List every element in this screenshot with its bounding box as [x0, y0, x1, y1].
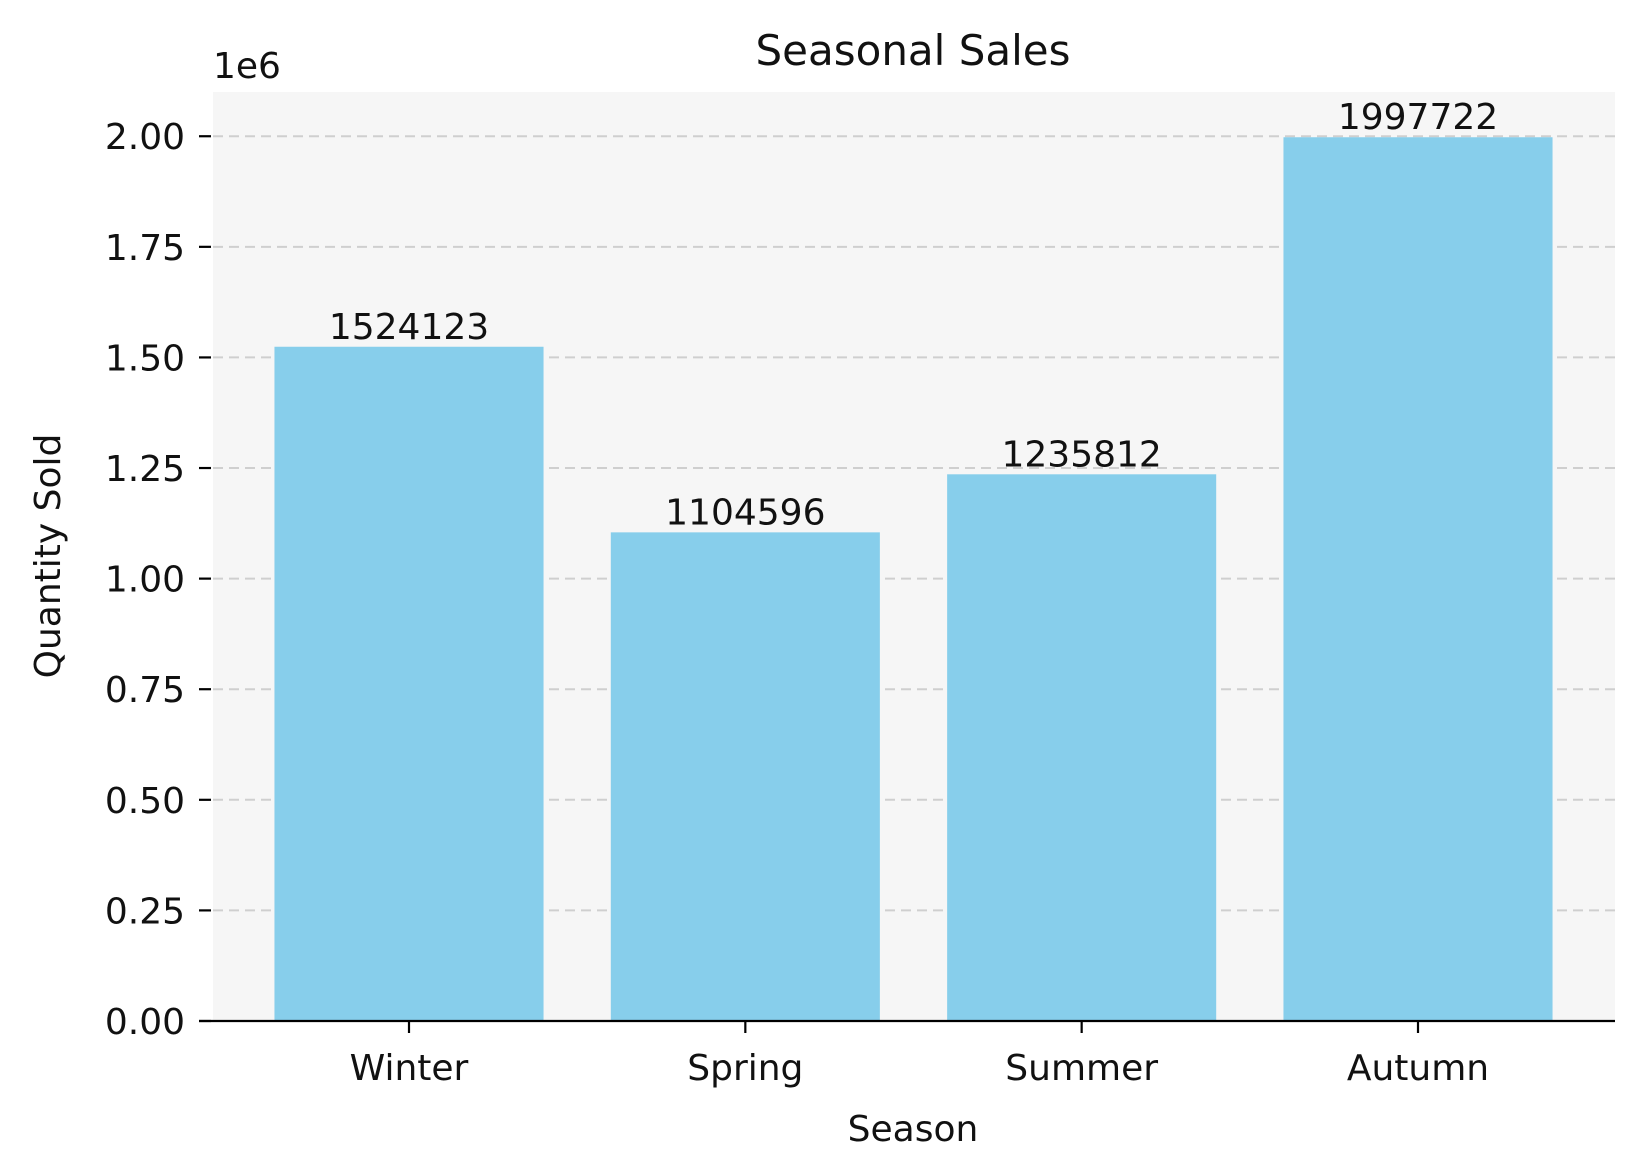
x-tick-label-spring: Spring: [687, 1048, 803, 1089]
data-labels: 1524123 1104596 1235812 1997722: [329, 97, 1498, 533]
data-label-spring: 1104596: [665, 492, 825, 533]
x-tick-label-summer: Summer: [1005, 1048, 1158, 1089]
y-axis-ticks: 0.00 0.25 0.50 0.75 1.00 1.25 1.50 1.75 2.00: [105, 117, 211, 1043]
y-tick-label: 1.25: [105, 449, 185, 490]
y-tick-label: 0.50: [105, 781, 185, 822]
bar-autumn: [1283, 137, 1553, 1021]
y-axis-label: Quantity Sold: [28, 434, 69, 679]
y-tick-label: 1.75: [105, 228, 185, 269]
bar-summer: [947, 474, 1217, 1022]
x-tick-label-autumn: Autumn: [1347, 1048, 1489, 1089]
y-tick-label: 0.25: [105, 891, 185, 932]
data-label-winter: 1524123: [329, 307, 489, 348]
data-label-summer: 1235812: [1001, 434, 1161, 475]
x-axis-label: Season: [848, 1109, 979, 1150]
bar-spring: [610, 532, 880, 1021]
chart-title: Seasonal Sales: [756, 26, 1071, 75]
y-offset-label: 1e6: [213, 46, 281, 87]
y-tick-label: 1.00: [105, 560, 185, 601]
y-tick-label: 1.50: [105, 338, 185, 379]
bars: [274, 137, 1553, 1022]
y-tick-label: 0.75: [105, 670, 185, 711]
y-tick-label: 0.00: [105, 1002, 185, 1043]
bar-winter: [274, 346, 544, 1021]
x-tick-label-winter: Winter: [350, 1048, 469, 1089]
x-axis-ticks: Winter Spring Summer Autumn: [350, 1021, 1489, 1089]
y-tick-label: 2.00: [105, 117, 185, 158]
data-label-autumn: 1997722: [1338, 97, 1498, 138]
